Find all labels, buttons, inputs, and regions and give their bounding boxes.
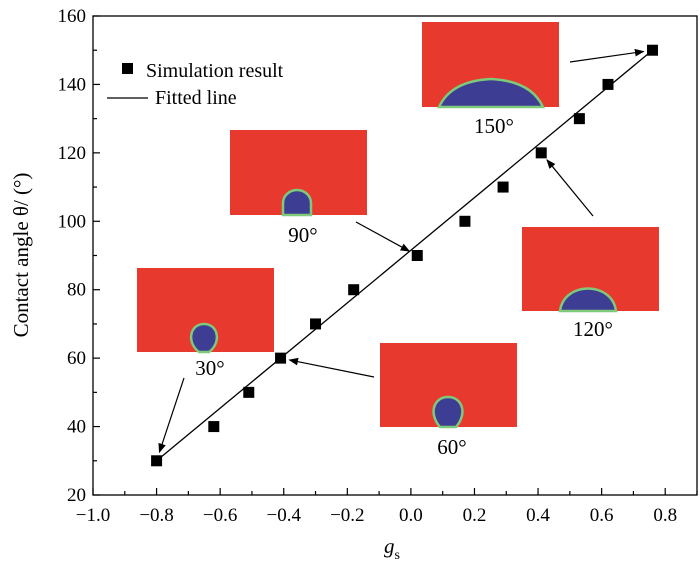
- droplet: [189, 322, 219, 354]
- data-points: [151, 44, 658, 467]
- x-tick-label: 0.4: [526, 505, 550, 526]
- data-point: [459, 215, 471, 227]
- ticks: −1.0 −0.8 −0.6 −0.4 −0.2 0.0 0.2 0.4 0.6 0.8 20 40 6…: [58, 6, 698, 526]
- data-point: [310, 318, 322, 330]
- data-point: [573, 113, 585, 125]
- x-tick-label: −0.6: [203, 505, 237, 526]
- inset-label: 60°: [437, 435, 466, 459]
- data-point: [535, 147, 547, 159]
- inset-arrow: [546, 159, 594, 217]
- x-tick-label: 0.8: [653, 505, 677, 526]
- y-tick-label: 80: [67, 280, 86, 301]
- data-point: [151, 455, 163, 467]
- x-tick-label: 0.0: [399, 505, 423, 526]
- y-tick-label: 140: [58, 74, 87, 95]
- droplet: [437, 77, 545, 109]
- x-tick-label: −0.2: [330, 505, 364, 526]
- inset-90: 90°: [230, 130, 367, 247]
- inset-120: 120°: [522, 227, 659, 341]
- droplet-insets: 30° 60° 90° 120° 150°: [137, 22, 659, 459]
- data-point: [208, 421, 220, 433]
- inset-arrow: [288, 357, 375, 378]
- data-point: [646, 44, 658, 56]
- x-axis-title: gs: [384, 534, 400, 563]
- inset-arrow: [569, 48, 645, 63]
- y-tick-label: 120: [58, 143, 87, 164]
- droplet: [432, 395, 464, 429]
- data-point: [348, 284, 360, 296]
- x-axis-title-subscript: s: [395, 548, 400, 563]
- y-tick-label: 40: [67, 417, 86, 438]
- legend-label-simulation: Simulation result: [146, 60, 284, 82]
- inset-label: 30°: [195, 356, 224, 380]
- fitted-line: [156, 49, 653, 462]
- x-tick-label: −1.0: [76, 505, 110, 526]
- x-tick-label: −0.8: [139, 505, 173, 526]
- y-tick-label: 160: [58, 6, 87, 27]
- inset-label: 120°: [573, 317, 613, 341]
- x-axis-title-main: g: [384, 534, 395, 558]
- arrows: [158, 48, 645, 454]
- data-point: [602, 78, 614, 90]
- y-tick-label: 100: [58, 211, 87, 232]
- inset-30: 30°: [137, 268, 274, 380]
- inset-label: 90°: [288, 223, 317, 247]
- x-tick-label: −0.4: [267, 505, 302, 526]
- inset-arrow: [355, 221, 411, 252]
- droplet: [281, 188, 313, 217]
- legend: Simulation result Fitted line: [107, 60, 284, 109]
- data-point: [411, 250, 423, 261]
- inset-60: 60°: [380, 343, 517, 459]
- x-tick-label: 0.2: [463, 505, 487, 526]
- x-tick-label: 0.6: [590, 505, 614, 526]
- droplet: [558, 287, 618, 313]
- data-point: [243, 386, 255, 398]
- inset-label: 150°: [474, 114, 514, 138]
- y-axis-title: Contact angle θ/ (°): [9, 173, 33, 338]
- inset-arrow: [158, 377, 185, 454]
- y-tick-label: 20: [67, 485, 86, 506]
- inset-150: 150°: [422, 22, 559, 138]
- data-point: [497, 181, 509, 193]
- data-point: [275, 352, 287, 364]
- legend-label-fitted: Fitted line: [155, 87, 237, 109]
- y-tick-label: 60: [67, 348, 86, 369]
- legend-marker-square: [122, 63, 133, 74]
- fitted-line-layer: [156, 49, 653, 462]
